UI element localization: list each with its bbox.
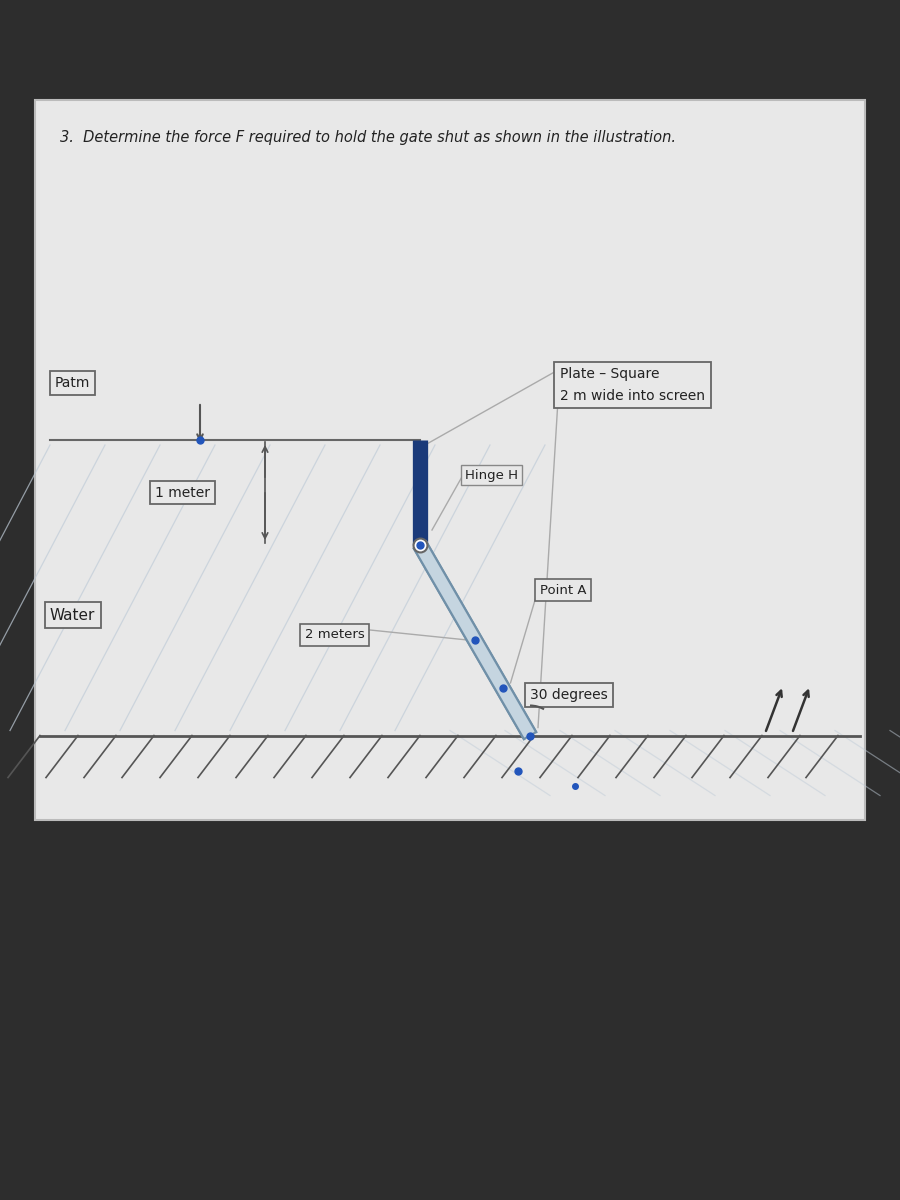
Polygon shape — [414, 541, 536, 739]
Text: Plate – Square
2 m wide into screen: Plate – Square 2 m wide into screen — [560, 367, 705, 403]
Text: Point A: Point A — [540, 583, 587, 596]
Text: 2 meters: 2 meters — [305, 629, 364, 642]
FancyBboxPatch shape — [35, 100, 865, 820]
Text: Patm: Patm — [55, 376, 90, 390]
Text: Water: Water — [50, 607, 95, 623]
Text: 3.  Determine the force F required to hold the gate shut as shown in the illustr: 3. Determine the force F required to hol… — [60, 130, 676, 145]
Text: Hinge H: Hinge H — [465, 468, 518, 481]
Text: 1 meter: 1 meter — [155, 486, 210, 499]
Text: 30 degrees: 30 degrees — [530, 688, 608, 702]
